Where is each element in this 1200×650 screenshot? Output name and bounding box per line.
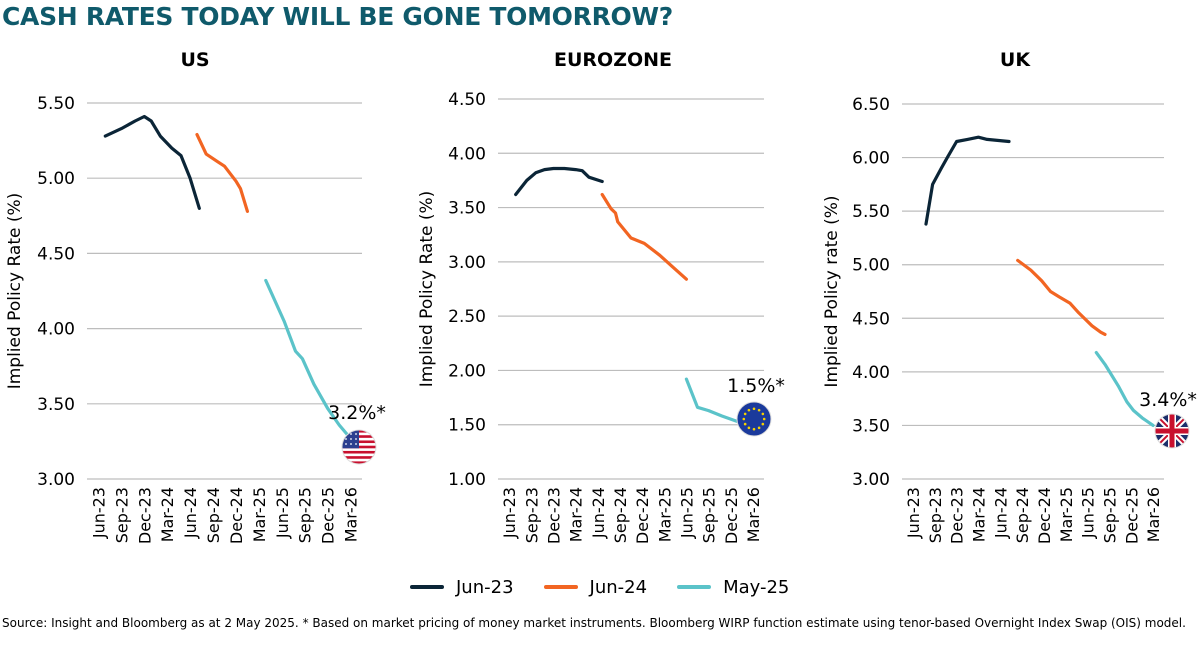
y-tick-label: 4.00	[852, 363, 890, 383]
y-axis-label: Implied Policy Rate (%)	[5, 193, 25, 390]
y-tick-label: 3.00	[448, 253, 486, 273]
y-tick-label: 5.00	[852, 256, 890, 276]
series-line-jun-24	[1016, 258, 1107, 336]
legend-label-jun-23: Jun-23	[456, 576, 514, 598]
x-tick-label: Jun-23	[89, 487, 108, 539]
y-tick-label: 4.50	[448, 90, 486, 110]
series-line-jun-24	[600, 192, 688, 281]
x-tick-label: Jun-24	[181, 487, 200, 539]
forecast-annotation: 3.4%*	[1139, 389, 1197, 411]
x-tick-label: Jun-23	[904, 487, 923, 539]
x-tick-label: Dec-25	[319, 487, 338, 544]
x-tick-label: Jun-25	[273, 487, 292, 539]
x-tick-label: Sep-24	[611, 487, 630, 543]
chart-panel-eurozone: EUROZONE 1.00 1.50 2.00 2.50 3.00 3.50 4.00 4.50…	[417, 49, 785, 544]
source-footnote: Source: Insight and Bloomberg as at 2 Ma…	[2, 616, 1186, 630]
x-tick-label: Jun-24	[589, 487, 608, 539]
x-tick-label: Sep-23	[112, 487, 131, 543]
x-tick-label: Sep-23	[926, 487, 945, 543]
x-tick-label: Sep-24	[204, 487, 223, 543]
series-line-may-25	[264, 278, 353, 440]
legend-item-jun-24: Jun-24	[543, 576, 648, 598]
forecast-annotation: 3.2%*	[328, 402, 386, 424]
y-tick-label: 3.00	[852, 470, 890, 490]
y-axis-label: Implied Policy Rate (%)	[417, 191, 437, 388]
series-line-may-25	[1094, 351, 1155, 427]
series-line-jun-24	[195, 133, 249, 213]
chart-panel-us: US 3.00 3.50 4.00 4.50 5.00 5.50 Implied Policy…	[5, 49, 386, 544]
y-tick-label: 4.00	[37, 320, 75, 340]
y-tick-label: 5.00	[37, 169, 75, 189]
x-tick-label: Mar-24	[567, 487, 586, 542]
y-tick-label: 1.50	[448, 416, 486, 436]
panel-title-eurozone: EUROZONE	[554, 49, 672, 71]
y-tick-label: 2.50	[448, 307, 486, 327]
x-tick-label: Mar-26	[342, 487, 361, 542]
x-tick-label: Dec-25	[722, 487, 741, 544]
panel-title-us: US	[180, 49, 209, 71]
y-tick-label: 3.50	[852, 416, 890, 436]
x-tick-label: Dec-23	[544, 487, 563, 544]
legend-swatch-may-25	[677, 585, 712, 589]
x-tick-label: Dec-24	[633, 487, 652, 544]
legend-swatch-jun-24	[543, 585, 578, 589]
y-tick-label: 2.00	[448, 361, 486, 381]
x-tick-label: Jun-25	[677, 487, 696, 539]
legend-swatch-jun-23	[410, 585, 444, 589]
x-tick-label: Sep-23	[522, 487, 541, 543]
y-tick-label: 4.50	[37, 244, 75, 264]
x-tick-label: Jun-25	[1079, 487, 1098, 539]
x-tick-label: Mar-25	[655, 487, 674, 542]
y-axis-label: Implied Policy rate (%)	[822, 195, 842, 387]
x-tick-label: Mar-25	[1057, 487, 1076, 542]
flag-eu-icon	[736, 401, 772, 437]
y-tick-label: 3.50	[37, 395, 75, 415]
chart-panel-uk: UK 3.00 3.50 4.00 4.50 5.00 5.50 6.00 6.50 Implie…	[822, 49, 1197, 544]
x-tick-label: Jun-24	[991, 487, 1010, 539]
panel-title-uk: UK	[1000, 49, 1031, 71]
flag-uk-icon	[1154, 413, 1190, 449]
legend-label-may-25: May-25	[723, 576, 790, 598]
series-line-jun-23	[514, 166, 604, 197]
y-tick-label: 1.00	[448, 470, 486, 490]
y-tick-label: 6.00	[852, 149, 890, 169]
y-tick-label: 3.00	[37, 470, 75, 490]
x-tick-label: Dec-24	[227, 487, 246, 544]
forecast-annotation: 1.5%*	[727, 375, 785, 397]
y-tick-label: 3.50	[448, 199, 486, 219]
series-line-jun-23	[103, 114, 201, 210]
legend-item-jun-23: Jun-23	[410, 577, 514, 598]
x-tick-label: Mar-26	[1144, 487, 1163, 542]
legend-item-may-25: May-25	[677, 577, 789, 598]
x-tick-label: Dec-23	[135, 487, 154, 544]
x-tick-label: Jun-23	[500, 487, 519, 539]
y-tick-label: 6.50	[852, 95, 890, 115]
x-tick-label: Sep-24	[1013, 487, 1032, 543]
y-tick-label: 5.50	[852, 202, 890, 222]
x-tick-label: Dec-23	[948, 487, 967, 544]
flag-us-icon	[341, 429, 377, 465]
chart-legend: Jun-23 Jun-24 May-25	[410, 574, 789, 600]
legend-label-jun-24: Jun-24	[589, 576, 648, 598]
y-tick-label: 5.50	[37, 94, 75, 114]
x-tick-label: Sep-25	[700, 487, 719, 543]
series-line-jun-23	[924, 135, 1011, 226]
x-tick-label: Dec-24	[1035, 487, 1054, 544]
x-tick-label: Mar-24	[158, 487, 177, 542]
x-tick-label: Sep-25	[296, 487, 315, 543]
x-tick-label: Mar-24	[969, 487, 988, 542]
x-tick-label: Dec-25	[1122, 487, 1141, 544]
page-title: CASH RATES TODAY WILL BE GONE TOMORROW?	[2, 2, 673, 31]
x-tick-label: Sep-25	[1100, 487, 1119, 543]
x-tick-label: Mar-25	[250, 487, 269, 542]
y-tick-label: 4.50	[852, 309, 890, 329]
y-tick-label: 4.00	[448, 144, 486, 164]
x-tick-label: Mar-26	[744, 487, 763, 542]
